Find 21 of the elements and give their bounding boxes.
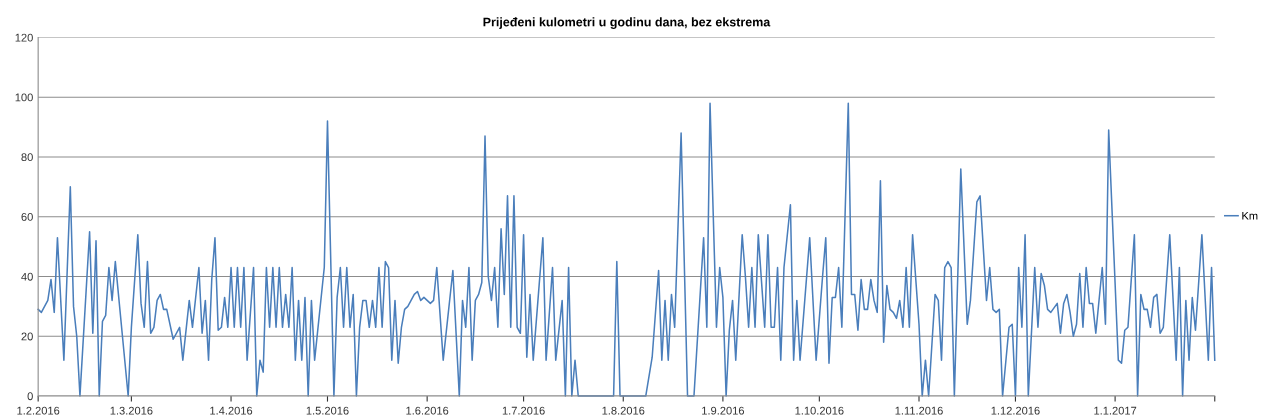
x-tick-label: 1.7.2016 [502, 406, 545, 415]
legend-label: Km [1242, 211, 1258, 220]
x-tick-label: 1.4.2016 [210, 406, 253, 415]
x-tick-label: 1.6.2016 [406, 406, 449, 415]
y-tick-label: 80 [21, 153, 33, 162]
y-tick-label: 40 [21, 272, 33, 281]
x-tick-label: 1.10.2016 [795, 406, 844, 415]
x-tick-label: 1.12.2016 [991, 406, 1040, 415]
x-tick-label: 1.9.2016 [702, 406, 745, 415]
y-tick-label: 0 [27, 392, 33, 401]
x-tick-label: 1.2.2016 [17, 406, 60, 415]
y-tick-label: 120 [15, 33, 33, 42]
chart-title: Prijeđeni kulometri u godinu dana, bez ekstrema [483, 17, 771, 29]
y-tick-label: 60 [21, 213, 33, 221]
x-tick-label: 1.1.2017 [1094, 406, 1137, 415]
x-tick-label: 1.3.2016 [110, 406, 153, 415]
x-tick-label: 1.5.2016 [306, 406, 349, 415]
y-tick-label: 20 [21, 332, 33, 341]
x-tick-label: 1.8.2016 [602, 406, 645, 415]
x-tick-label: 1.11.2016 [895, 406, 943, 415]
y-tick-label: 100 [15, 93, 33, 102]
